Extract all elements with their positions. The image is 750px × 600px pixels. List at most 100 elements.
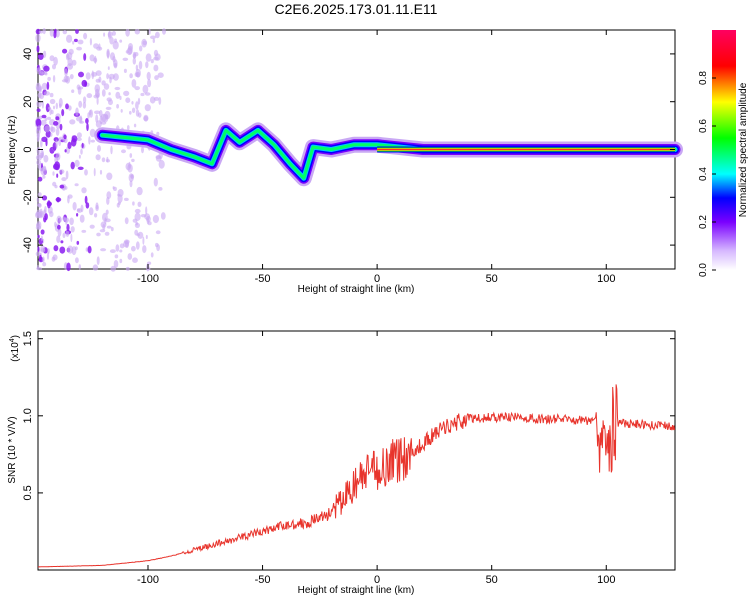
- noise-blob: [124, 217, 129, 225]
- noise-blob: [44, 117, 48, 122]
- noise-blob: [125, 50, 129, 54]
- noise-blob: [98, 43, 101, 50]
- noise-blob: [116, 104, 119, 109]
- x-tick-label: 50: [486, 574, 498, 586]
- noise-blob: [36, 196, 40, 203]
- noise-blob: [127, 125, 130, 131]
- noise-blob: [36, 45, 40, 53]
- noise-blob: [35, 118, 42, 128]
- noise-blob: [84, 169, 88, 176]
- noise-blob: [47, 200, 51, 209]
- noise-blob: [61, 109, 65, 117]
- noise-blob: [94, 55, 97, 64]
- noise-blob: [40, 235, 44, 242]
- noise-blob: [136, 233, 140, 237]
- noise-blob: [76, 137, 82, 141]
- noise-blob: [40, 166, 47, 176]
- noise-blob: [53, 245, 59, 252]
- noise-blob: [84, 195, 88, 204]
- noise-blob: [135, 71, 141, 78]
- x-tick-label: 0: [374, 574, 380, 586]
- noise-blob: [55, 102, 58, 110]
- noise-blob: [59, 123, 63, 131]
- noise-blob: [70, 161, 75, 170]
- noise-blob: [129, 180, 133, 188]
- noise-blob: [150, 59, 154, 64]
- noise-blob: [107, 66, 110, 70]
- noise-blob: [93, 43, 99, 49]
- noise-blob: [110, 227, 114, 232]
- noise-blob: [137, 97, 141, 105]
- noise-blob: [35, 251, 41, 257]
- noise-blob: [106, 172, 113, 181]
- noise-blob: [54, 184, 58, 189]
- noise-blob: [127, 253, 133, 260]
- noise-blob: [106, 97, 112, 102]
- noise-blob: [37, 203, 42, 208]
- noise-blob: [100, 248, 107, 252]
- noise-blob: [136, 186, 143, 196]
- noise-blob: [115, 91, 121, 99]
- noise-blob: [134, 208, 141, 214]
- noise-blob: [83, 32, 88, 40]
- noise-blob: [124, 197, 129, 201]
- noise-blob: [150, 35, 156, 40]
- noise-blob: [36, 267, 42, 271]
- noise-blob: [153, 177, 158, 187]
- colorbar-tick-label: 0.0: [698, 263, 709, 277]
- noise-blob: [75, 29, 79, 34]
- noise-blob: [150, 252, 154, 258]
- noise-blob: [42, 28, 46, 35]
- spectrogram-x-ticks: -100 -50 0 50 100: [137, 30, 615, 285]
- noise-blob: [67, 245, 74, 254]
- noise-blob: [147, 79, 152, 88]
- noise-blob: [40, 229, 45, 235]
- noise-blob: [55, 197, 62, 202]
- noise-blob: [50, 126, 56, 133]
- noise-blob: [96, 232, 101, 237]
- colorbar-tick-label: 0.8: [698, 71, 709, 85]
- noise-blob: [43, 65, 50, 72]
- noise-blob: [135, 101, 139, 110]
- noise-blob: [44, 125, 51, 133]
- noise-blob: [41, 114, 47, 119]
- noise-blob: [146, 216, 151, 223]
- colorbar-tick-label: 0.2: [698, 215, 709, 229]
- noise-blob: [131, 158, 135, 163]
- snr-x-label: Height of straight line (km): [298, 585, 415, 596]
- colorbar-tick-label: 0.6: [698, 119, 709, 133]
- noise-blob: [147, 221, 152, 226]
- noise-blob: [134, 28, 140, 35]
- x-tick-label: -100: [137, 574, 159, 586]
- noise-blob: [57, 227, 62, 237]
- noise-blob: [48, 106, 51, 110]
- y-tick-label: -20: [22, 189, 34, 205]
- noise-blob: [111, 31, 116, 36]
- noise-blob: [58, 137, 62, 147]
- noise-blob: [130, 174, 134, 178]
- noise-blob: [160, 212, 166, 220]
- noise-blob: [78, 154, 81, 159]
- y-tick-label: 40: [22, 48, 34, 60]
- noise-blob: [39, 152, 44, 159]
- noise-blob: [69, 119, 76, 125]
- x-tick-label: 100: [597, 273, 615, 285]
- noise-blob: [132, 257, 138, 264]
- noise-blob: [36, 147, 41, 155]
- noise-blob: [75, 257, 79, 264]
- noise-blob: [89, 109, 93, 118]
- noise-blob: [96, 97, 99, 105]
- noise-blob: [42, 262, 47, 267]
- noise-blob: [70, 138, 77, 147]
- noise-blob: [92, 264, 99, 271]
- noise-blob: [94, 213, 98, 218]
- noise-blob: [106, 191, 112, 200]
- noise-blob: [142, 245, 147, 254]
- noise-blob: [58, 169, 65, 175]
- noise-blob: [67, 195, 70, 204]
- noise-blob: [155, 155, 162, 162]
- noise-blob: [104, 231, 110, 236]
- noise-blob: [162, 28, 166, 35]
- noise-blob: [76, 46, 82, 51]
